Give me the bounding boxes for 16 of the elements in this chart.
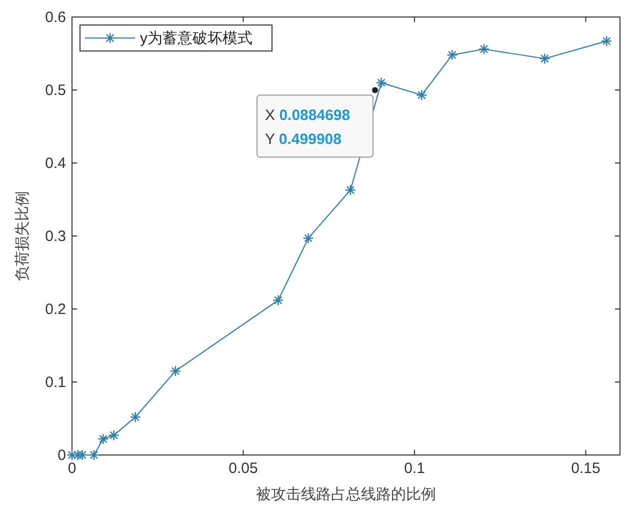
- legend: y为蓄意破坏模式: [80, 24, 272, 52]
- x-tick-label: 0: [68, 460, 76, 477]
- x-axis-title: 被攻击线路占总线路的比例: [256, 486, 436, 503]
- y-tick-label: 0.3: [45, 228, 66, 245]
- x-tick-label: 0.1: [404, 460, 425, 477]
- x-tick-label: 0.15: [571, 460, 600, 477]
- y-tick-label: 0.6: [45, 9, 66, 26]
- annotation: X 0.0884698 Y 0.499908: [265, 107, 350, 148]
- y-tick-label: 0.4: [45, 155, 66, 172]
- y-axis-title: 负荷损失比例: [14, 191, 31, 281]
- y-tick-label: 0.2: [45, 301, 66, 318]
- y-tick-label: 0.1: [45, 374, 66, 391]
- y-tick-label: 0.5: [45, 82, 66, 99]
- legend-label: y为蓄意破坏模式: [140, 30, 252, 47]
- y-tick-label: 0: [58, 447, 66, 464]
- x-tick-label: 0.05: [228, 460, 258, 477]
